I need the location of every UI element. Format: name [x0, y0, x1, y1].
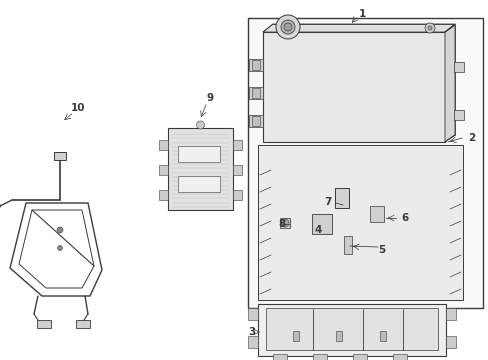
Bar	[247, 336, 258, 348]
Text: 2: 2	[468, 133, 475, 143]
Bar	[312, 354, 326, 360]
Text: 5: 5	[378, 245, 385, 255]
Bar	[251, 88, 260, 98]
Bar	[335, 331, 341, 341]
Bar	[292, 331, 298, 341]
Bar	[265, 308, 437, 350]
Text: 3: 3	[248, 327, 255, 337]
Circle shape	[284, 23, 291, 31]
Bar	[168, 128, 232, 210]
Bar	[272, 354, 286, 360]
Bar	[352, 354, 366, 360]
Bar	[343, 236, 351, 254]
Polygon shape	[263, 24, 454, 32]
Bar	[232, 165, 242, 175]
Bar	[263, 32, 444, 142]
Bar	[76, 320, 90, 328]
Bar	[248, 87, 263, 99]
Bar	[232, 190, 242, 200]
Circle shape	[281, 219, 288, 227]
Circle shape	[196, 121, 204, 129]
Bar	[178, 146, 220, 162]
Bar	[445, 308, 455, 320]
Circle shape	[275, 15, 299, 39]
Bar	[159, 190, 168, 200]
Bar	[280, 218, 289, 228]
Bar	[369, 206, 383, 222]
Bar	[334, 188, 348, 208]
Text: 6: 6	[401, 213, 408, 223]
Text: 7: 7	[324, 197, 331, 207]
Text: 8: 8	[278, 219, 285, 229]
Bar	[247, 308, 258, 320]
Bar	[247, 18, 482, 308]
Text: 10: 10	[71, 103, 85, 113]
Text: 4: 4	[314, 225, 321, 235]
Bar	[453, 62, 463, 72]
Bar	[37, 320, 51, 328]
Bar	[392, 354, 406, 360]
Bar	[248, 59, 263, 71]
Bar	[334, 188, 348, 208]
Bar	[178, 176, 220, 192]
Bar	[54, 152, 66, 160]
Circle shape	[424, 23, 434, 33]
Bar	[251, 116, 260, 126]
Circle shape	[281, 20, 294, 34]
Bar	[311, 214, 331, 234]
Bar	[258, 145, 462, 300]
Bar	[445, 336, 455, 348]
Circle shape	[58, 246, 62, 251]
Bar	[379, 331, 385, 341]
Bar	[258, 304, 445, 356]
Bar	[453, 110, 463, 120]
Polygon shape	[444, 25, 454, 142]
Bar	[232, 140, 242, 150]
Circle shape	[57, 227, 63, 233]
Bar	[159, 165, 168, 175]
Circle shape	[427, 26, 431, 30]
Text: 1: 1	[358, 9, 365, 19]
Bar	[159, 140, 168, 150]
Bar	[251, 60, 260, 70]
Bar	[248, 115, 263, 127]
Text: 9: 9	[206, 93, 213, 103]
